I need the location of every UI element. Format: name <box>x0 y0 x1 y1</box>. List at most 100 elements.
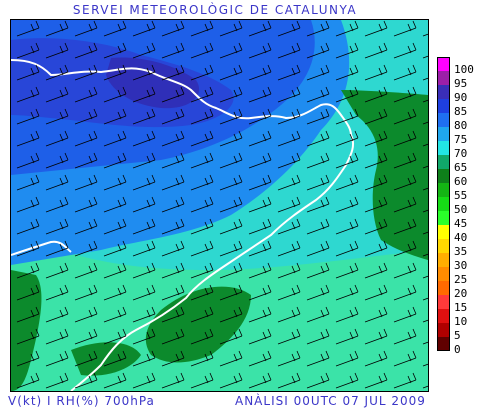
wind-barb <box>16 42 40 59</box>
wind-barb <box>219 108 243 125</box>
wind-barb <box>335 42 359 59</box>
wind-barb <box>16 350 40 367</box>
legend-swatch <box>437 127 450 141</box>
wind-barb <box>161 20 185 37</box>
wind-barb <box>277 328 301 345</box>
wind-barb <box>103 64 127 81</box>
wind-barb <box>248 152 272 169</box>
wind-barb <box>16 108 40 125</box>
wind-barb <box>393 218 417 235</box>
wind-barb <box>219 350 243 367</box>
wind-barb <box>74 306 98 323</box>
wind-barb <box>74 372 98 389</box>
wind-barb <box>45 262 69 279</box>
wind-barb <box>248 64 272 81</box>
wind-barb <box>45 152 69 169</box>
wind-barb <box>248 130 272 147</box>
wind-barb <box>364 306 388 323</box>
wind-barb <box>190 108 214 125</box>
wind-barb <box>45 108 69 125</box>
coastline <box>70 134 355 391</box>
wind-barb <box>190 130 214 147</box>
wind-barb <box>161 306 185 323</box>
wind-barb <box>248 108 272 125</box>
wind-barb <box>74 130 98 147</box>
wind-barb <box>190 350 214 367</box>
legend-label: 40 <box>454 231 468 244</box>
wind-barb <box>74 174 98 191</box>
legend-label: 65 <box>454 161 468 174</box>
wind-barb <box>364 284 388 301</box>
wind-barb <box>45 218 69 235</box>
wind-barb <box>132 328 156 345</box>
wind-barb <box>16 86 40 103</box>
wind-barb <box>422 363 428 367</box>
wind-barb <box>45 350 69 367</box>
wind-barb <box>190 174 214 191</box>
wind-barb <box>219 86 243 103</box>
legend-swatch <box>437 113 450 127</box>
wind-barb <box>422 121 428 125</box>
wind-barb <box>364 196 388 213</box>
wind-barb <box>161 328 185 345</box>
wind-barb <box>393 20 417 37</box>
wind-barb <box>364 130 388 147</box>
wind-barb <box>335 64 359 81</box>
wind-barb <box>335 196 359 213</box>
legend-swatch <box>437 183 450 197</box>
wind-barb <box>103 262 127 279</box>
legend-label: 35 <box>454 245 468 258</box>
wind-barb <box>161 64 185 81</box>
wind-barb <box>248 218 272 235</box>
wind-barb <box>132 350 156 367</box>
wind-barb <box>364 64 388 81</box>
wind-barb <box>306 64 330 81</box>
wind-barb <box>306 130 330 147</box>
legend-swatch <box>437 337 450 351</box>
wind-barb <box>161 174 185 191</box>
wind-barb <box>306 196 330 213</box>
wind-barb <box>393 262 417 279</box>
legend-swatch <box>437 211 450 225</box>
wind-barb <box>161 284 185 301</box>
wind-barbs <box>16 20 428 389</box>
legend-swatch <box>437 323 450 337</box>
wind-barb <box>219 284 243 301</box>
wind-barb <box>219 372 243 389</box>
wind-barb <box>277 262 301 279</box>
wind-barb <box>335 328 359 345</box>
wind-barb <box>248 372 272 389</box>
wind-barb <box>393 86 417 103</box>
wind-barb <box>277 350 301 367</box>
wind-barb <box>45 20 69 37</box>
wind-barb <box>16 174 40 191</box>
wind-barb <box>74 218 98 235</box>
humidity-field-peak <box>106 57 200 109</box>
legend-swatch <box>437 281 450 295</box>
wind-barb <box>306 350 330 367</box>
legend-label: 95 <box>454 77 468 90</box>
wind-barb <box>306 306 330 323</box>
wind-barb <box>248 42 272 59</box>
legend-swatch <box>437 253 450 267</box>
legend-swatch <box>437 71 450 85</box>
wind-barb <box>277 174 301 191</box>
wind-barb <box>393 196 417 213</box>
wind-barb <box>190 328 214 345</box>
wind-barb <box>132 130 156 147</box>
wind-barb <box>422 385 428 389</box>
wind-barb <box>364 262 388 279</box>
wind-barb <box>422 187 428 191</box>
legend-swatch <box>437 295 450 309</box>
wind-barb <box>248 262 272 279</box>
humidity-field-south <box>145 286 251 363</box>
wind-barb <box>219 42 243 59</box>
legend-label: 70 <box>454 147 468 160</box>
wind-barb <box>16 218 40 235</box>
legend-swatch <box>437 99 450 113</box>
wind-barb <box>132 174 156 191</box>
wind-barb <box>103 350 127 367</box>
wind-barb <box>190 372 214 389</box>
wind-barb <box>335 152 359 169</box>
legend-label: 60 <box>454 175 468 188</box>
